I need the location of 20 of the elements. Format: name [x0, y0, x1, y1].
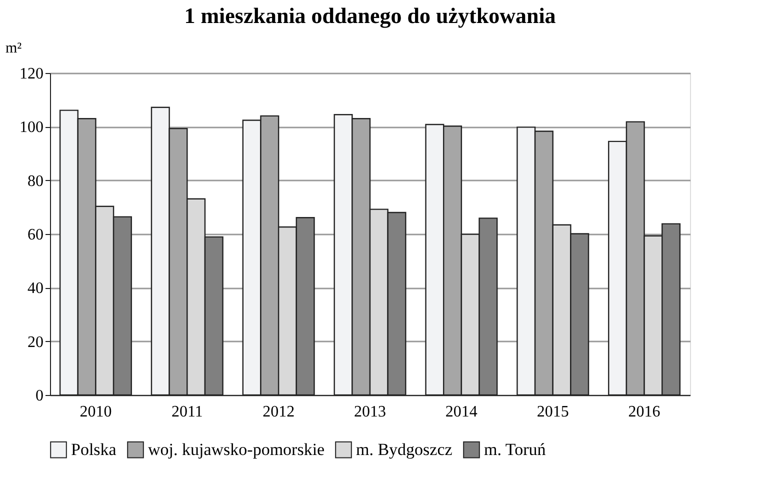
y-tick-label: 40 — [28, 280, 44, 298]
legend-label: m. Toruń — [484, 440, 546, 459]
x-tick-label: 2013 — [354, 404, 386, 420]
x-tick-label: 2014 — [445, 404, 478, 420]
x-tick-label: 2012 — [262, 404, 295, 420]
y-tick-label: 20 — [28, 334, 44, 351]
y-tick-label: 120 — [20, 66, 44, 82]
legend-label: m. Bydgoszcz — [356, 440, 453, 459]
y-tick-label: 60 — [28, 226, 44, 244]
legend-label: woj. kujawsko-pomorskie — [148, 440, 325, 459]
x-tick-label: 2016 — [628, 404, 660, 420]
y-tick-label: 80 — [28, 172, 44, 190]
chart-title: 1 mieszkania oddanego do użytkowania — [184, 3, 556, 28]
x-tick-label: 2010 — [80, 404, 112, 420]
x-tick-label: 2015 — [536, 404, 569, 420]
legend-label: Polska — [71, 440, 117, 459]
y-tick-label: 100 — [20, 119, 44, 136]
y-tick-label: 0 — [36, 388, 44, 404]
y-axis-title: m² — [6, 40, 22, 56]
x-tick-label: 2011 — [171, 404, 203, 420]
